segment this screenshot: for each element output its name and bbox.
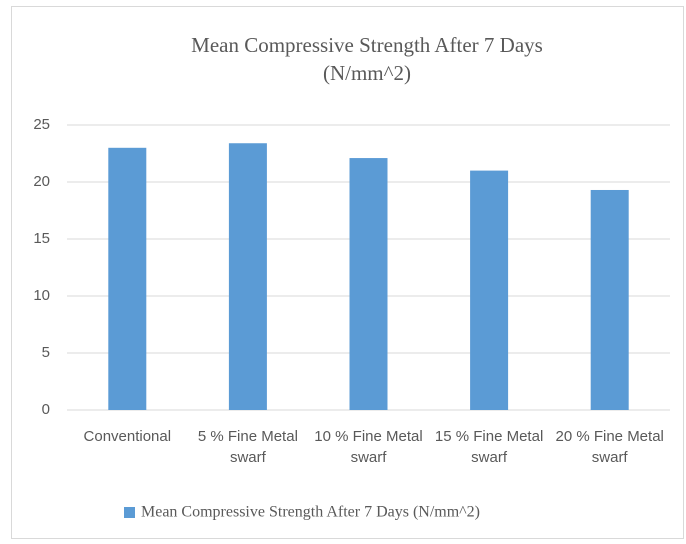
x-tick-label: 20 % Fine Metal swarf xyxy=(555,428,664,466)
x-tick-label: 10 % Fine Metal swarf xyxy=(314,428,423,466)
y-tick-label: 5 xyxy=(42,344,50,361)
legend-swatch xyxy=(124,507,135,518)
x-tick-label: Conventional xyxy=(83,428,172,445)
y-tick-label: 15 xyxy=(33,230,50,247)
y-tick-label: 10 xyxy=(33,287,50,304)
y-tick-label: 25 xyxy=(33,116,50,133)
y-tick-label: 0 xyxy=(42,401,50,418)
x-tick-label: 5 % Fine Metal swarf xyxy=(197,428,298,466)
chart-title: (N/mm^2) xyxy=(323,61,411,85)
chart-title: Mean Compressive Strength After 7 Days xyxy=(191,33,543,57)
bar xyxy=(349,158,388,410)
bar xyxy=(590,189,629,410)
bar xyxy=(108,147,147,411)
x-tick-label: 15 % Fine Metal swarf xyxy=(434,428,544,466)
y-tick-label: 20 xyxy=(33,173,50,190)
bar xyxy=(228,143,267,411)
legend-label: Mean Compressive Strength After 7 Days (… xyxy=(141,504,480,521)
bar xyxy=(470,170,509,410)
